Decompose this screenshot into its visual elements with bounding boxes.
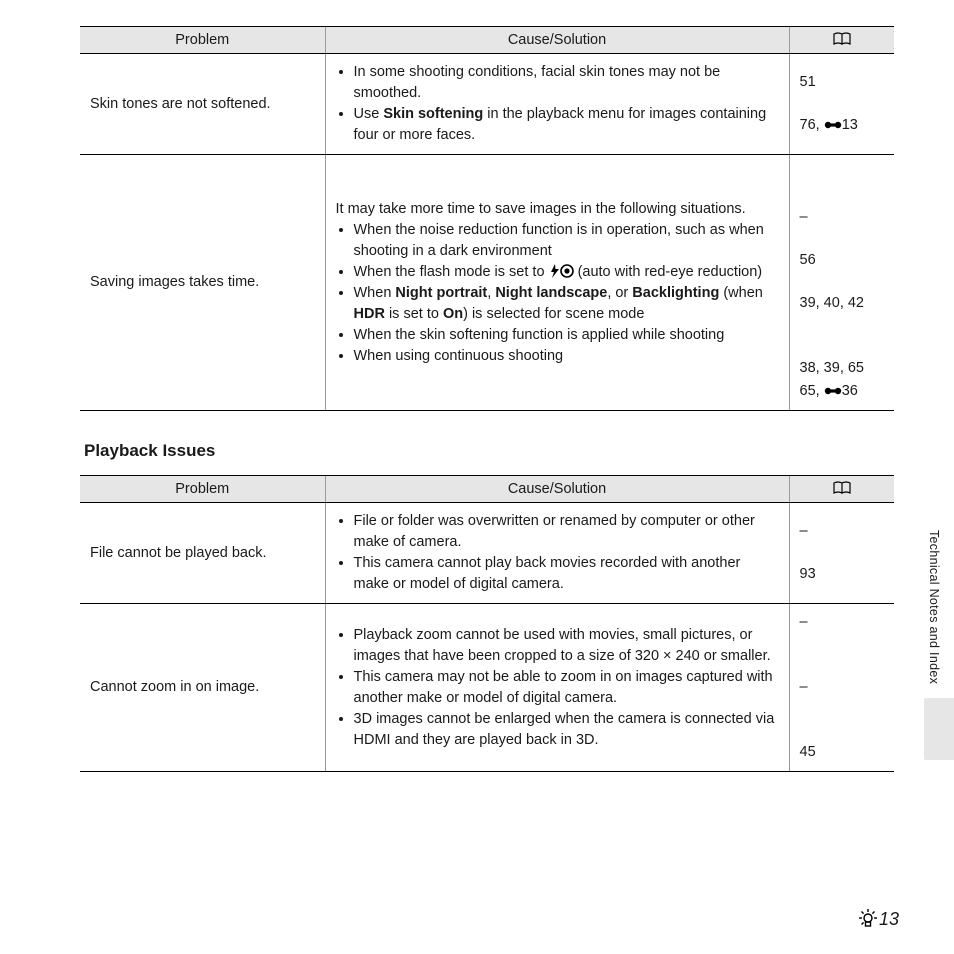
- redeye-icon: [560, 264, 574, 278]
- ref-cell: – – 45: [789, 604, 894, 772]
- page-ref: –: [800, 677, 885, 698]
- cause-bullet: In some shooting conditions, facial skin…: [354, 62, 779, 104]
- table-header-row: Problem Cause/Solution: [80, 27, 894, 54]
- cause-bullet: Playback zoom cannot be used with movies…: [354, 625, 779, 667]
- cause-bullet: When the flash mode is set to (auto with…: [354, 262, 779, 283]
- bulb-icon: [859, 909, 877, 927]
- page-ref: 39, 40, 42: [800, 293, 885, 314]
- cause-bullet: When using continuous shooting: [354, 346, 779, 367]
- page-ref: –: [800, 207, 885, 228]
- side-tab-marker: [924, 698, 954, 760]
- table-row: Saving images takes time. It may take mo…: [80, 155, 894, 411]
- side-tab: Technical Notes and Index: [914, 530, 954, 760]
- cause-bullet: This camera may not be able to zoom in o…: [354, 667, 779, 709]
- page-ref: –: [800, 521, 885, 542]
- link-icon: [824, 385, 842, 397]
- side-section-label: Technical Notes and Index: [927, 530, 941, 684]
- shooting-table: Problem Cause/Solution Skin tones are no…: [80, 26, 894, 411]
- ref-cell: 51 76, 13: [789, 54, 894, 155]
- problem-cell: Cannot zoom in on image.: [80, 604, 325, 772]
- col-header-problem: Problem: [80, 476, 325, 503]
- page-ref: 65, 36: [800, 381, 885, 402]
- table-header-row: Problem Cause/Solution: [80, 476, 894, 503]
- ref-cell: – 93: [789, 503, 894, 604]
- page-ref: 93: [800, 564, 885, 585]
- cause-intro: It may take more time to save images in …: [336, 199, 779, 220]
- book-icon: [833, 32, 851, 46]
- page-ref: 38, 39, 65: [800, 358, 885, 379]
- table-row: File cannot be played back. File or fold…: [80, 503, 894, 604]
- cause-cell: File or folder was overwritten or rename…: [325, 503, 789, 604]
- cause-bullet: Use Skin softening in the playback menu …: [354, 104, 779, 146]
- cause-cell: It may take more time to save images in …: [325, 155, 789, 411]
- table-row: Cannot zoom in on image. Playback zoom c…: [80, 604, 894, 772]
- ref-cell: – 56 39, 40, 42 38, 39, 65 65, 36: [789, 155, 894, 411]
- cause-bullet: File or folder was overwritten or rename…: [354, 511, 779, 553]
- cause-bullet: This camera cannot play back movies reco…: [354, 553, 779, 595]
- cause-cell: Playback zoom cannot be used with movies…: [325, 604, 789, 772]
- col-header-cause: Cause/Solution: [325, 27, 789, 54]
- col-header-ref: [789, 476, 894, 503]
- flash-icon: [549, 264, 560, 278]
- cause-bullet: When the skin softening function is appl…: [354, 325, 779, 346]
- page-body: Problem Cause/Solution Skin tones are no…: [0, 0, 954, 814]
- cause-cell: In some shooting conditions, facial skin…: [325, 54, 789, 155]
- col-header-cause: Cause/Solution: [325, 476, 789, 503]
- page-number: 13: [859, 909, 899, 930]
- page-ref: –: [800, 612, 885, 633]
- col-header-ref: [789, 27, 894, 54]
- playback-section-title: Playback Issues: [84, 441, 894, 461]
- playback-table: Problem Cause/Solution File cannot be pl…: [80, 475, 894, 772]
- page-ref: 56: [800, 250, 885, 271]
- cause-bullet: 3D images cannot be enlarged when the ca…: [354, 709, 779, 751]
- problem-cell: File cannot be played back.: [80, 503, 325, 604]
- problem-cell: Skin tones are not softened.: [80, 54, 325, 155]
- link-icon: [824, 119, 842, 131]
- table-row: Skin tones are not softened. In some sho…: [80, 54, 894, 155]
- page-ref: 45: [800, 742, 885, 763]
- problem-cell: Saving images takes time.: [80, 155, 325, 411]
- col-header-problem: Problem: [80, 27, 325, 54]
- book-icon: [833, 481, 851, 495]
- page-ref: 76, 13: [800, 115, 885, 136]
- cause-bullet: When the noise reduction function is in …: [354, 220, 779, 262]
- page-ref: 51: [800, 72, 885, 93]
- cause-bullet: When Night portrait, Night landscape, or…: [354, 283, 779, 325]
